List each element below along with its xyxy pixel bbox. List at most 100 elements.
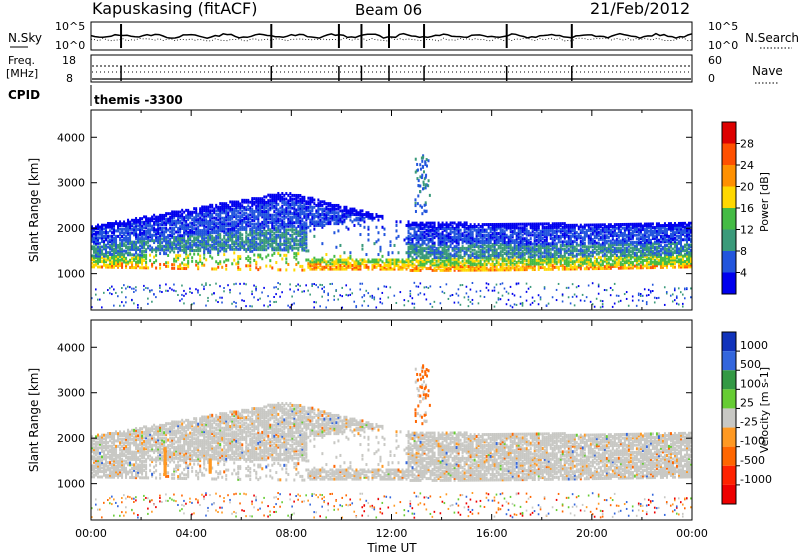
power-cell — [547, 302, 550, 305]
power-cell — [267, 210, 270, 214]
power-cell — [515, 246, 518, 250]
power-cell — [525, 259, 528, 263]
power-cell — [267, 200, 270, 204]
power-cell — [457, 230, 460, 234]
power-cell — [525, 249, 528, 253]
power-cell — [419, 238, 422, 242]
power-cell — [147, 244, 150, 248]
power-cell — [541, 229, 544, 233]
power-cell — [115, 260, 118, 264]
power-cell — [485, 257, 488, 261]
power-cell — [375, 213, 378, 217]
power-cell — [171, 215, 174, 219]
power-cell — [235, 240, 238, 244]
power-cell — [287, 217, 290, 221]
power-cell — [471, 235, 474, 239]
power-cell — [295, 193, 298, 197]
power-cell — [355, 209, 358, 213]
power-cell — [519, 239, 522, 243]
power-cell — [159, 239, 162, 243]
power-cell — [249, 233, 252, 237]
power-cell — [221, 223, 224, 227]
power-cell — [247, 237, 250, 241]
power-cell — [573, 265, 576, 269]
power-cell — [553, 231, 556, 235]
power-cell — [299, 232, 302, 236]
power-cell — [415, 285, 418, 288]
power-cell — [557, 254, 560, 258]
power-cell — [445, 265, 448, 269]
power-cell — [227, 284, 229, 287]
power-cell — [291, 203, 294, 207]
power-cell — [231, 245, 234, 249]
power-cell — [441, 230, 444, 234]
power-cell — [251, 293, 253, 296]
power-cell — [189, 221, 192, 225]
power-cell — [359, 211, 362, 215]
power-cell — [489, 253, 492, 257]
power-cell — [495, 226, 498, 230]
power-cell — [549, 247, 552, 251]
power-cell — [509, 244, 512, 248]
power-cell — [499, 283, 502, 286]
power-cell — [247, 244, 250, 248]
power-cell — [135, 257, 138, 261]
power-cell — [519, 246, 522, 250]
power-cell — [303, 206, 306, 210]
power-cell — [229, 244, 232, 248]
power-cell — [451, 293, 454, 296]
power-cell — [533, 240, 536, 244]
power-cell — [569, 236, 572, 240]
power-cell — [563, 240, 566, 244]
power-cell — [429, 302, 432, 305]
power-cell — [241, 220, 244, 224]
power-cell — [173, 228, 176, 232]
power-cell — [569, 243, 572, 247]
power-cell — [269, 200, 272, 204]
power-cell — [173, 214, 176, 218]
power-cell — [207, 247, 210, 251]
power-cell — [483, 243, 486, 247]
power-cell — [299, 193, 302, 197]
power-cell — [371, 216, 374, 220]
power-cell — [163, 235, 166, 239]
power-cell — [333, 222, 336, 226]
power-cell — [187, 265, 190, 269]
power-cell — [513, 242, 516, 246]
power-cell — [387, 296, 390, 299]
power-cell — [221, 227, 224, 231]
power-cell — [255, 204, 258, 208]
power-cell — [235, 238, 238, 242]
power-cell — [563, 222, 566, 226]
power-cell — [203, 227, 206, 231]
power-cell — [499, 268, 502, 272]
power-cell — [129, 247, 132, 251]
power-cell — [199, 254, 202, 258]
power-cell — [187, 225, 190, 229]
power-cell — [455, 261, 458, 265]
power-cell — [519, 302, 522, 305]
power-cell — [137, 224, 140, 228]
power-cell — [481, 244, 484, 248]
nave-label: Nave — [752, 64, 783, 78]
power-cell — [251, 200, 254, 204]
power-cell — [163, 232, 166, 236]
power-cell — [449, 256, 452, 260]
power-cell — [479, 255, 482, 259]
power-cell — [253, 296, 255, 299]
power-cell — [535, 226, 538, 230]
power-cell — [383, 262, 386, 266]
power-cell — [257, 224, 260, 228]
power-cell — [337, 203, 340, 207]
power-cell — [235, 262, 238, 266]
power-cell — [565, 225, 568, 229]
power-cell — [115, 229, 118, 233]
power-cell — [107, 231, 110, 235]
power-cell — [583, 254, 586, 258]
power-cell — [535, 229, 538, 233]
power-cell — [139, 231, 142, 235]
power-cell — [261, 202, 264, 206]
power-cell — [215, 242, 218, 246]
power-cell — [487, 223, 490, 227]
power-cell — [223, 243, 226, 247]
